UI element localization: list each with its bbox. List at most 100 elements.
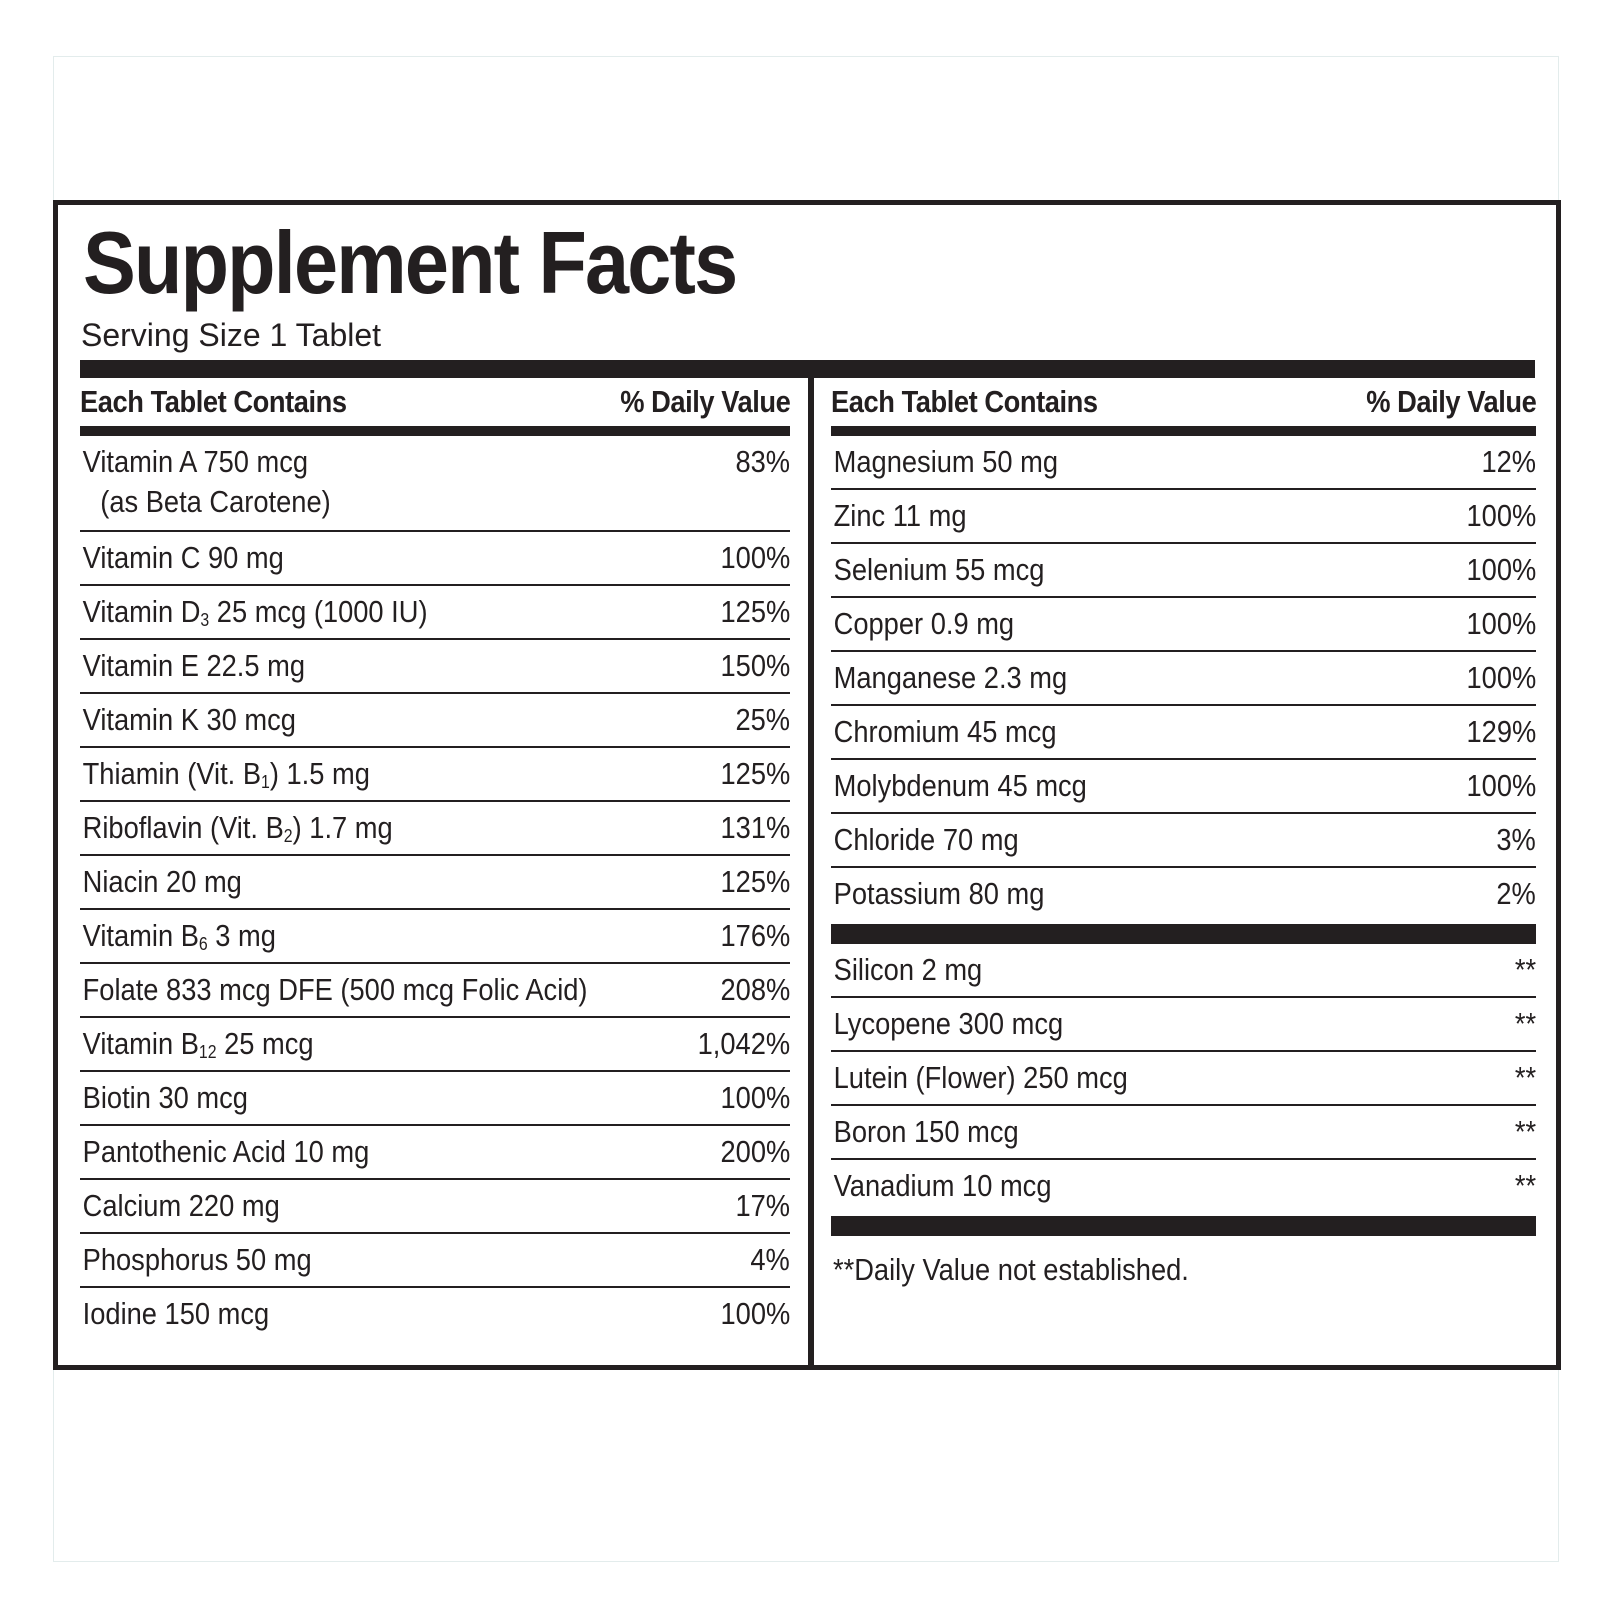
column-header: Each Tablet Contains % Daily Value xyxy=(80,378,790,426)
daily-value: 100% xyxy=(720,1080,790,1115)
nutrient-name: Thiamin (Vit. B1) 1.5 mg xyxy=(82,756,370,792)
nutrient-name: Vitamin A 750 mcg (as Beta Carotene) xyxy=(80,442,331,522)
left-column: Each Tablet Contains % Daily Value Vitam… xyxy=(80,378,790,1342)
nutrient-name: Niacin 20 mg xyxy=(82,864,242,899)
nutrient-row: Thiamin (Vit. B1) 1.5 mg 125% xyxy=(80,748,790,802)
column-header: Each Tablet Contains % Daily Value xyxy=(831,378,1536,426)
nutrient-row: Vitamin C 90 mg 100% xyxy=(80,532,790,586)
nutrient-row: Chloride 70 mg 3% xyxy=(831,814,1536,868)
footer-divider-bar xyxy=(831,1216,1536,1236)
nutrient-name: Lutein (Flower) 250 mcg xyxy=(833,1060,1128,1095)
daily-value: 100% xyxy=(1466,660,1536,695)
nutrient-name: Copper 0.9 mg xyxy=(833,606,1015,641)
daily-value: 2% xyxy=(1496,876,1536,911)
daily-value: 129% xyxy=(1466,714,1536,749)
nutrient-row: Riboflavin (Vit. B2) 1.7 mg 131% xyxy=(80,802,790,856)
daily-value: 17% xyxy=(735,1188,790,1223)
contains-header: Each Tablet Contains xyxy=(80,384,347,419)
daily-value: 200% xyxy=(720,1134,790,1169)
footnote: **Daily Value not established. xyxy=(833,1252,1189,1287)
nutrient-name: Chromium 45 mcg xyxy=(833,714,1057,749)
nutrient-name: Vanadium 10 mcg xyxy=(833,1168,1052,1203)
nutrient-row: Potassium 80 mg 2% xyxy=(831,868,1536,922)
daily-value: 208% xyxy=(720,972,790,1007)
nutrient-source: (as Beta Carotene) xyxy=(100,484,331,519)
daily-value: ** xyxy=(1514,1060,1536,1095)
nutrient-name: Pantothenic Acid 10 mg xyxy=(82,1134,370,1169)
daily-value: 125% xyxy=(720,594,790,629)
nutrient-row: Selenium 55 mcg 100% xyxy=(831,544,1536,598)
daily-value: ** xyxy=(1514,1006,1536,1041)
nutrient-name: Manganese 2.3 mg xyxy=(833,660,1068,695)
daily-value: ** xyxy=(1514,952,1536,987)
daily-value: 125% xyxy=(720,864,790,899)
nutrient-row: Vitamin B12 25 mcg 1,042% xyxy=(80,1018,790,1072)
supplement-facts-panel: Supplement Facts Serving Size 1 Tablet E… xyxy=(53,200,1561,1370)
page-title: Supplement Facts xyxy=(83,213,738,312)
nutrient-row: Vitamin A 750 mcg (as Beta Carotene) 83% xyxy=(80,436,790,532)
nutrient-row: Chromium 45 mcg 129% xyxy=(831,706,1536,760)
nutrient-name: Vitamin D3 25 mcg (1000 IU) xyxy=(82,594,428,630)
daily-value: 100% xyxy=(720,540,790,575)
nutrient-name: Folate 833 mcg DFE (500 mcg Folic Acid) xyxy=(82,972,588,1007)
daily-value: 4% xyxy=(750,1242,790,1277)
daily-value: 150% xyxy=(720,648,790,683)
nutrient-name: Potassium 80 mg xyxy=(833,876,1045,911)
nutrient-name: Vitamin B6 3 mg xyxy=(82,918,276,954)
nutrient-name: Chloride 70 mg xyxy=(833,822,1019,857)
nutrient-row: Iodine 150 mcg 100% xyxy=(80,1288,790,1342)
daily-value: 100% xyxy=(720,1296,790,1331)
daily-value: ** xyxy=(1514,1168,1536,1203)
nutrient-name: Vitamin K 30 mcg xyxy=(82,702,296,737)
top-divider-bar xyxy=(80,360,1535,378)
daily-value: 176% xyxy=(720,918,790,953)
nutrient-name: Vitamin B12 25 mcg xyxy=(82,1026,314,1062)
serving-size: Serving Size 1 Tablet xyxy=(81,317,382,353)
daily-value: 100% xyxy=(1466,552,1536,587)
nutrient-row: Folate 833 mcg DFE (500 mcg Folic Acid) … xyxy=(80,964,790,1018)
nutrient-row: Lutein (Flower) 250 mcg ** xyxy=(831,1052,1536,1106)
nutrient-row: Lycopene 300 mcg ** xyxy=(831,998,1536,1052)
section-divider-bar xyxy=(831,924,1536,944)
nutrient-row: Manganese 2.3 mg 100% xyxy=(831,652,1536,706)
daily-value-header: % Daily Value xyxy=(1365,384,1537,419)
daily-value: 100% xyxy=(1466,606,1536,641)
nutrient-name: Phosphorus 50 mg xyxy=(82,1242,312,1277)
daily-value: 3% xyxy=(1496,822,1536,857)
nutrient-name: Zinc 11 mg xyxy=(833,498,967,533)
daily-value: ** xyxy=(1514,1114,1536,1149)
nutrient-row: Vitamin D3 25 mcg (1000 IU) 125% xyxy=(80,586,790,640)
daily-value: 100% xyxy=(1466,768,1536,803)
nutrient-name: Iodine 150 mcg xyxy=(82,1296,270,1331)
nutrient-name: Vitamin C 90 mg xyxy=(82,540,284,575)
nutrient-row: Silicon 2 mg ** xyxy=(831,944,1536,998)
daily-value: 83% xyxy=(735,444,790,479)
nutrient-row: Zinc 11 mg 100% xyxy=(831,490,1536,544)
daily-value: 131% xyxy=(720,810,790,845)
nutrient-row: Vanadium 10 mcg ** xyxy=(831,1160,1536,1214)
nutrient-name: Magnesium 50 mg xyxy=(833,444,1059,479)
nutrient-row: Molybdenum 45 mcg 100% xyxy=(831,760,1536,814)
nutrient-row: Niacin 20 mg 125% xyxy=(80,856,790,910)
contains-header: Each Tablet Contains xyxy=(831,384,1098,419)
nutrient-row: Vitamin E 22.5 mg 150% xyxy=(80,640,790,694)
daily-value: 12% xyxy=(1481,444,1536,479)
nutrient-row: Biotin 30 mcg 100% xyxy=(80,1072,790,1126)
nutrient-name: Lycopene 300 mcg xyxy=(833,1006,1064,1041)
nutrient-row: Calcium 220 mg 17% xyxy=(80,1180,790,1234)
daily-value: 125% xyxy=(720,756,790,791)
daily-value: 1,042% xyxy=(697,1026,790,1061)
nutrient-name: Riboflavin (Vit. B2) 1.7 mg xyxy=(82,810,393,846)
column-divider xyxy=(808,360,814,1370)
nutrient-row: Vitamin K 30 mcg 25% xyxy=(80,694,790,748)
nutrient-name: Vitamin E 22.5 mg xyxy=(82,648,306,683)
nutrient-name: Selenium 55 mcg xyxy=(833,552,1045,587)
header-rule xyxy=(80,426,790,436)
header-rule xyxy=(831,426,1536,436)
nutrient-row: Vitamin B6 3 mg 176% xyxy=(80,910,790,964)
daily-value-header: % Daily Value xyxy=(619,384,791,419)
nutrient-row: Pantothenic Acid 10 mg 200% xyxy=(80,1126,790,1180)
daily-value: 25% xyxy=(735,702,790,737)
nutrient-row: Magnesium 50 mg 12% xyxy=(831,436,1536,490)
daily-value: 100% xyxy=(1466,498,1536,533)
